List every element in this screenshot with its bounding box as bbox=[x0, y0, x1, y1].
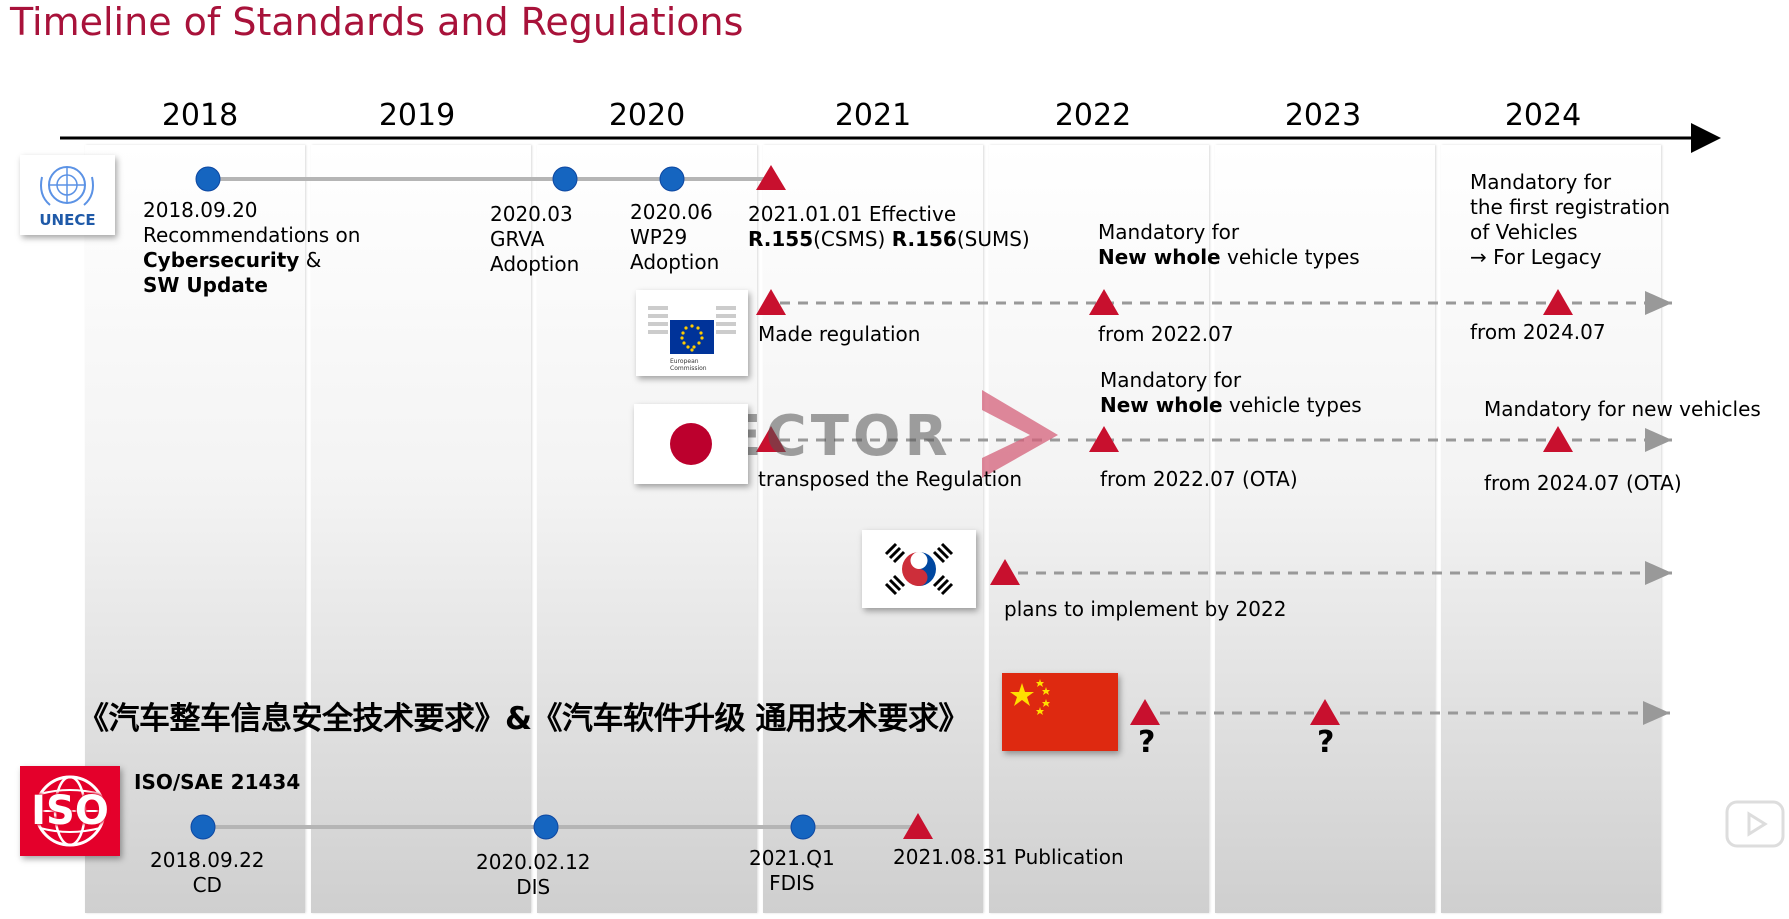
un-emblem-icon bbox=[40, 166, 94, 206]
year-column-2024 bbox=[1441, 145, 1661, 913]
japan-triangle-2024 bbox=[1543, 426, 1573, 452]
unece-label-2020-06: 2020.06 WP29 Adoption bbox=[630, 200, 720, 274]
japan-flag bbox=[634, 404, 748, 484]
unece-triangle-2021 bbox=[756, 165, 786, 190]
unece-milestone-2018-09 bbox=[195, 166, 221, 192]
japan-transposed: transposed the Regulation bbox=[758, 467, 1023, 491]
european-commission-logo: European Commission bbox=[636, 290, 748, 376]
japan-triangle-2022 bbox=[1089, 426, 1119, 452]
china-flag bbox=[1002, 673, 1118, 751]
japan-mandatory-new: Mandatory for new vehicles bbox=[1484, 397, 1761, 421]
year-column-2018 bbox=[85, 145, 305, 913]
eu-triangle-2024 bbox=[1543, 289, 1573, 315]
play-icon[interactable] bbox=[1725, 800, 1785, 850]
year-label-2021: 2021 bbox=[834, 98, 912, 133]
iso-publication: 2021.08.31 Publication bbox=[893, 845, 1124, 869]
iso-standard-name: ISO/SAE 21434 bbox=[134, 770, 301, 794]
year-label-2019: 2019 bbox=[378, 98, 456, 133]
korea-flag-icon bbox=[884, 542, 954, 596]
china-question-2: ? bbox=[1317, 725, 1335, 760]
eu-logo-text: European Commission bbox=[670, 358, 707, 372]
iso-triangle-2021 bbox=[903, 813, 933, 839]
year-column-2023 bbox=[1215, 145, 1435, 913]
year-column-2022 bbox=[989, 145, 1209, 913]
eu-from-2024: from 2024.07 bbox=[1470, 320, 1606, 344]
unece-logo: UNECE bbox=[20, 155, 115, 235]
japan-label-2022: Mandatory for New whole vehicle types bbox=[1100, 368, 1362, 417]
unece-label-2021: 2021.01.01 Effective R.155(CSMS) R.156(S… bbox=[748, 202, 1030, 251]
unece-milestone-2020-06 bbox=[659, 166, 685, 192]
iso-label-2021-q1: 2021.Q1 FDIS bbox=[749, 846, 835, 895]
eu-triangle-2021 bbox=[756, 289, 786, 315]
japan-from-2024: from 2024.07 (OTA) bbox=[1484, 471, 1682, 495]
eu-triangle-2022 bbox=[1089, 289, 1119, 315]
year-label-2022: 2022 bbox=[1054, 98, 1132, 133]
iso-milestone-2021 bbox=[790, 814, 816, 840]
eu-flag-icon bbox=[648, 306, 736, 354]
year-column-2021 bbox=[763, 145, 983, 913]
japan-from-2022: from 2022.07 (OTA) bbox=[1100, 467, 1298, 491]
china-triangle-1 bbox=[1130, 699, 1160, 725]
year-label-2024: 2024 bbox=[1504, 98, 1582, 133]
iso-label-2018: 2018.09.22 CD bbox=[150, 848, 265, 897]
korea-flag bbox=[862, 530, 976, 608]
vector-chevron-icon bbox=[982, 390, 1058, 478]
year-label-2018: 2018 bbox=[161, 98, 239, 133]
year-label-2020: 2020 bbox=[608, 98, 686, 133]
iso-globe-icon bbox=[34, 775, 106, 847]
japan-triangle-2021 bbox=[756, 426, 786, 452]
year-label-2023: 2023 bbox=[1284, 98, 1362, 133]
japan-flag-icon bbox=[670, 423, 712, 465]
eu-from-2022: from 2022.07 bbox=[1098, 322, 1234, 346]
china-standards-title: 《汽车整车信息安全技术要求》&《汽车软件升级 通用技术要求》 bbox=[78, 701, 969, 737]
unece-label-2024: Mandatory for the first registration of … bbox=[1470, 170, 1671, 269]
iso-label-2020: 2020.02.12 DIS bbox=[476, 850, 591, 899]
iso-logo-text: ISO bbox=[31, 788, 109, 834]
china-triangle-2 bbox=[1310, 699, 1340, 725]
unece-label-2022: Mandatory for New whole vehicle types bbox=[1098, 220, 1360, 269]
year-column-2020 bbox=[537, 145, 757, 913]
iso-milestone-2018 bbox=[190, 814, 216, 840]
unece-label-2020-03: 2020.03 GRVA Adoption bbox=[490, 202, 580, 276]
iso-logo: ISO bbox=[20, 766, 120, 856]
china-flag-icon bbox=[1010, 679, 1050, 715]
iso-milestone-2020 bbox=[533, 814, 559, 840]
korea-plans: plans to implement by 2022 bbox=[1004, 597, 1287, 621]
year-column-2019 bbox=[311, 145, 531, 913]
unece-logo-text: UNECE bbox=[39, 211, 96, 229]
unece-label-2018: 2018.09.20 Recommendations on Cybersecur… bbox=[143, 198, 361, 297]
china-question-1: ? bbox=[1138, 725, 1156, 760]
unece-milestone-2020-03 bbox=[552, 166, 578, 192]
page-title: Timeline of Standards and Regulations bbox=[10, 0, 744, 44]
korea-triangle bbox=[990, 559, 1020, 585]
eu-made-regulation: Made regulation bbox=[758, 322, 921, 346]
